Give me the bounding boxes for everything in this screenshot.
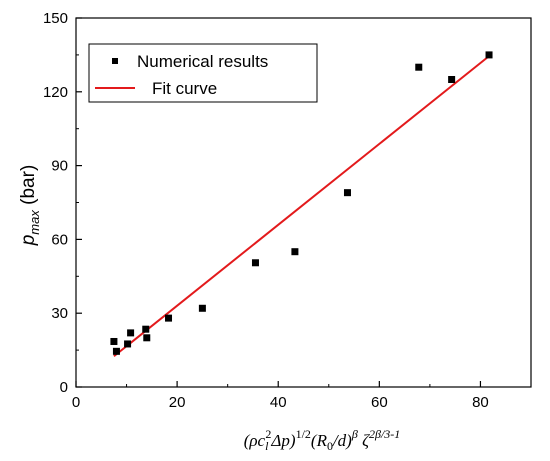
data-point [198, 304, 206, 312]
y-label-main: p [18, 235, 39, 247]
y-tick-label: 30 [51, 305, 68, 322]
x-label-part3: (R [311, 431, 328, 450]
x-label-part1-sub: l [265, 439, 269, 453]
x-label-part5: ζ [358, 431, 370, 450]
numerical-results-points [110, 51, 493, 355]
legend: Numerical results Fit curve [88, 43, 318, 103]
y-axis-label: pmax (bar) [18, 165, 42, 247]
fit-curve-line [113, 55, 490, 358]
legend-box [88, 43, 318, 103]
data-point [448, 76, 456, 83]
x-axis-label: (ρcl2Δp)1/2(R0/d)β ζ2β/3-1 [244, 427, 401, 453]
data-point [251, 259, 259, 267]
y-tick-label: 150 [43, 10, 68, 27]
y-axis: 0 30 60 90 120 150 [43, 10, 82, 396]
x-label-part3-sub: 0 [327, 439, 333, 453]
data-point [291, 248, 299, 256]
x-label-part2-sup: 1/2 [296, 427, 311, 441]
x-axis: 0 20 40 60 80 [72, 381, 489, 411]
x-label-part2: Δp) [270, 431, 295, 450]
x-tick-label: 0 [72, 394, 80, 411]
y-tick-label: 60 [51, 231, 68, 248]
data-point [415, 63, 423, 71]
legend-marker-square [112, 58, 118, 64]
x-label-part5-sup: 2β/3-1 [369, 427, 400, 441]
legend-label-fit: Fit curve [152, 79, 217, 98]
x-label-part4: /d) [332, 431, 352, 450]
y-tick-label: 120 [43, 84, 68, 101]
x-label-part4-sup: β [351, 427, 358, 441]
y-tick-label: 0 [60, 379, 68, 396]
x-tick-label: 80 [472, 394, 489, 411]
data-point [112, 347, 120, 355]
data-point [142, 325, 150, 333]
data-point [485, 51, 493, 59]
data-point [127, 329, 135, 337]
y-label-unit: (bar) [18, 165, 39, 210]
legend-label-numerical: Numerical results [137, 52, 268, 71]
y-tick-label: 90 [51, 158, 68, 175]
data-point [143, 334, 151, 342]
data-point [124, 340, 132, 348]
data-point [343, 189, 351, 197]
x-label-part1-sup: 2 [265, 427, 271, 441]
x-tick-label: 60 [371, 394, 388, 411]
data-point [165, 314, 173, 322]
x-tick-label: 20 [169, 394, 186, 411]
data-point [110, 337, 118, 345]
x-label-part1: (ρc [244, 431, 266, 450]
x-tick-label: 40 [270, 394, 287, 411]
y-label-sub: max [27, 210, 42, 235]
